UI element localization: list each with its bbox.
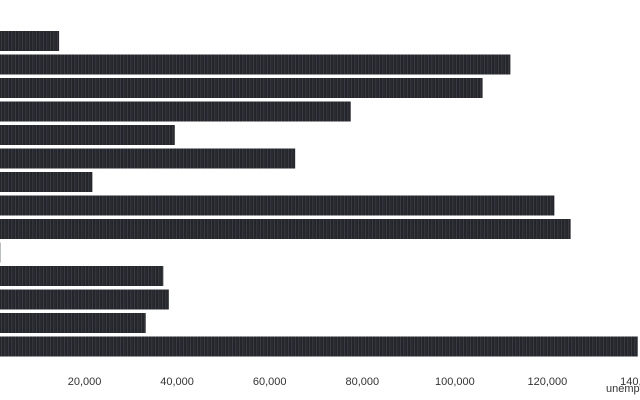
bar-3 xyxy=(0,78,483,98)
x-tick-label: 60,000 xyxy=(253,376,287,388)
bar-2 xyxy=(0,54,511,75)
bar-5 xyxy=(0,125,175,145)
bars-group xyxy=(0,31,638,357)
bar-11 xyxy=(0,266,164,286)
x-axis-ticks: 20,000 40,000 60,000 80,000 100,000 120,000 14… xyxy=(68,376,640,388)
bar-12 xyxy=(0,289,169,310)
bar-7 xyxy=(0,172,93,192)
bar-1 xyxy=(0,31,60,51)
x-tick-label: 100,000 xyxy=(435,376,475,388)
bar-14 xyxy=(0,336,638,357)
x-tick-label: 80,000 xyxy=(345,376,379,388)
bar-9 xyxy=(0,219,571,239)
bar-4 xyxy=(0,101,351,122)
x-tick-label: 20,000 xyxy=(68,376,102,388)
x-axis-label: unemployed xyxy=(606,383,640,395)
x-tick-label: 40,000 xyxy=(160,376,194,388)
bar-13 xyxy=(0,313,146,333)
x-tick-label: 140,000 xyxy=(620,376,640,388)
bar-6 xyxy=(0,148,296,169)
x-tick-label: 120,000 xyxy=(528,376,568,388)
bar-8 xyxy=(0,195,555,216)
